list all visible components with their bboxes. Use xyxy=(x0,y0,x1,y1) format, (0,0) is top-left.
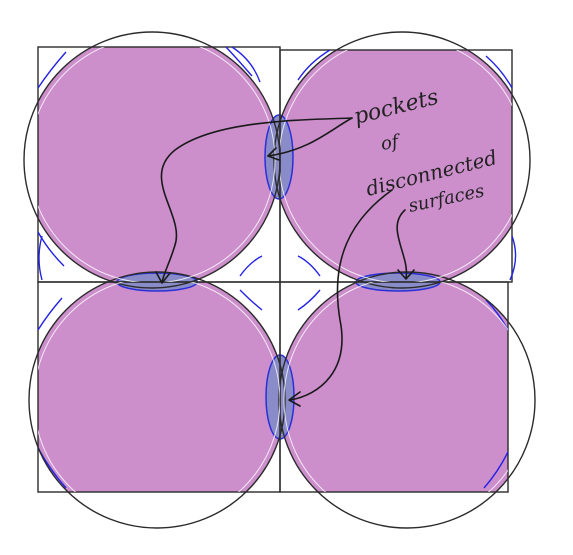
region-top-left xyxy=(38,47,280,282)
circle-bottom-left xyxy=(28,271,286,529)
inner-top-left xyxy=(38,47,276,282)
arc-left-outer xyxy=(38,235,43,281)
arc-tl-topleft xyxy=(37,51,67,89)
annotation-arrows xyxy=(155,117,415,407)
arrow-to-left-pocket xyxy=(160,117,353,283)
arc-middle-bl xyxy=(239,289,263,311)
arrowhead-left-pocket xyxy=(155,271,171,284)
arrow-to-top-pocket xyxy=(267,117,353,157)
arrowhead-bottom-pocket xyxy=(288,391,301,407)
arc-br-bottom xyxy=(483,451,509,489)
inner-bottom-right xyxy=(283,282,508,492)
inner-contours xyxy=(38,47,512,492)
circle-top-left xyxy=(23,31,281,289)
arrow-to-right-pocket xyxy=(396,209,408,279)
arc-middle-tl xyxy=(239,255,263,277)
filled-regions xyxy=(38,47,512,492)
region-bottom-right xyxy=(280,282,508,492)
blue-boundary-arcs xyxy=(37,46,517,489)
arrow-to-bottom-pocket xyxy=(289,189,393,401)
region-bottom-left xyxy=(38,282,280,492)
circle-top-right xyxy=(273,31,531,289)
pocket-top-center xyxy=(264,114,294,200)
arc-tl-bottom xyxy=(37,231,65,267)
arrowhead-right-pocket xyxy=(397,269,415,280)
arc-bl-left xyxy=(37,297,63,331)
arrowhead-top-pocket xyxy=(267,147,280,161)
arc-middle-br xyxy=(297,289,321,311)
arc-tr-top xyxy=(225,46,253,77)
arc-top-notch xyxy=(231,46,261,83)
region-top-right xyxy=(280,50,512,282)
arc-middle-tr xyxy=(297,255,321,277)
arc-right-outer xyxy=(509,235,517,281)
arc-top-notch2 xyxy=(297,49,331,81)
arc-tr-right xyxy=(485,55,513,89)
